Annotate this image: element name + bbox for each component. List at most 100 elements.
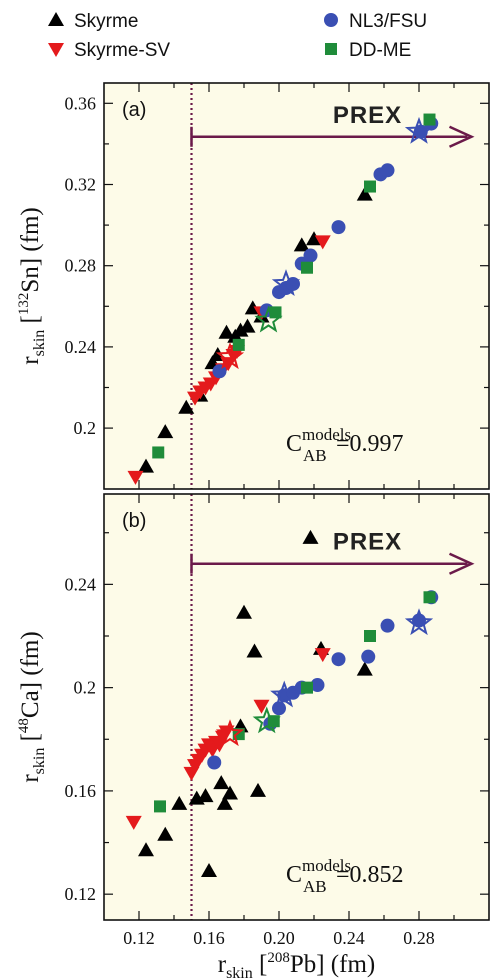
data-point [271, 269, 301, 297]
y-tick-label: 0.28 [65, 256, 97, 276]
data-point [293, 237, 310, 252]
data-point [171, 795, 188, 810]
data-point [157, 424, 174, 439]
corr-value: =0.997 [336, 431, 404, 457]
legend: Skyrme NL3/FSU Skyrme-SV DD-ME [48, 11, 427, 61]
data-point [213, 775, 230, 790]
legend-label: Skyrme-SV [74, 40, 170, 61]
panel-label: (a) [122, 99, 146, 121]
data-point [207, 755, 222, 770]
data-point [301, 261, 313, 274]
prex-label: PREX [333, 529, 402, 556]
panel-b: 0.12 0.16 0.20 0.24 0.28 0.12 0.16 0.2 0.24 PREX (… [16, 493, 490, 979]
series [270, 608, 434, 708]
axis-label-element: Ca [17, 690, 44, 718]
data-point [412, 613, 426, 628]
y-tick-label: 0.32 [65, 175, 97, 195]
axis-label-sub: skin [31, 748, 48, 775]
data-point [331, 220, 346, 235]
data-point [127, 470, 144, 485]
data-point [380, 163, 395, 178]
data-point [269, 306, 282, 319]
data-point [215, 342, 245, 370]
corr-symbol: C [286, 862, 302, 888]
data-point [216, 795, 233, 810]
data-point [364, 180, 376, 193]
legend-entry: Skyrme [48, 11, 138, 32]
y-tick-label: 0.2 [74, 678, 97, 698]
x-tick-label: 0.24 [333, 928, 365, 948]
triangle-up-marker-icon [48, 12, 64, 26]
prex-label: PREX [333, 102, 402, 129]
data-point [306, 231, 322, 246]
x-tick-label: 0.28 [403, 928, 435, 948]
data-point [236, 604, 252, 619]
series [271, 116, 434, 297]
x-axis-label: rskin [208Pb] (fm) [218, 950, 375, 979]
data-point [252, 706, 281, 734]
axis-label-sub: skin [226, 965, 253, 979]
prex-arrow-head-icon [448, 125, 475, 148]
axis-label-element: Pb [290, 951, 316, 978]
plot-area [104, 494, 489, 920]
data-point [157, 826, 174, 841]
axis-label-symbol: r [218, 951, 227, 978]
axis-label-unit: ] (fm) [316, 951, 375, 978]
data-point [270, 680, 299, 708]
legend-entry: Skyrme-SV [48, 40, 170, 61]
legend-label: Skyrme [74, 11, 138, 32]
axis-label-unit: ] (fm) [17, 631, 44, 690]
data-point [239, 318, 256, 333]
axis-label-symbol: r [17, 356, 44, 365]
y-axis-label: rskin [48Ca] (fm) [16, 631, 48, 782]
legend-label: DD-ME [349, 40, 411, 61]
data-point [423, 591, 436, 604]
y-tick-label: 0.24 [65, 574, 97, 594]
axis-label-isotope: 208 [267, 950, 290, 966]
x-tick-label: 0.20 [263, 928, 295, 948]
correlation-coefficient: Cmodels AB =0.852 [286, 856, 404, 896]
legend-entry: DD-ME [325, 40, 411, 61]
data-point [303, 248, 318, 263]
y-tick-label: 0.12 [65, 884, 97, 904]
corr-superscript: models [302, 856, 351, 875]
axis-label-element: Sn [17, 266, 44, 293]
data-point [178, 399, 195, 414]
data-point [138, 842, 154, 857]
correlation-coefficient: Cmodels AB =0.997 [286, 425, 404, 465]
axis-label-isotope: 48 [16, 718, 32, 733]
y-tick-label: 0.2 [74, 418, 97, 438]
data-point [201, 862, 217, 877]
data-point [254, 305, 283, 333]
series [152, 113, 436, 459]
data-point [404, 116, 434, 144]
series [254, 305, 283, 333]
data-point [218, 725, 235, 740]
corr-value: =0.852 [336, 862, 404, 888]
corr-subscript: AB [303, 877, 327, 896]
data-point [222, 785, 238, 800]
data-point [314, 235, 331, 250]
data-point [301, 681, 313, 694]
series [154, 591, 436, 813]
square-marker-icon [325, 43, 337, 55]
data-point [272, 701, 286, 716]
series [215, 719, 245, 747]
corr-superscript: models [302, 425, 351, 444]
plot-frame [103, 82, 490, 490]
data-point [197, 788, 214, 803]
data-point [218, 324, 235, 339]
data-point [423, 113, 436, 126]
legend-entry: NL3/FSU [324, 11, 427, 32]
axis-label-unit: ] (fm) [17, 207, 44, 266]
corr-symbol: C [286, 431, 302, 457]
data-point [302, 529, 319, 544]
data-point [356, 186, 373, 201]
data-point [125, 815, 142, 830]
data-point [404, 608, 434, 636]
data-point [364, 630, 376, 642]
axis-label-bracket: [ [17, 315, 44, 330]
axis-label-bracket: [ [17, 733, 44, 748]
data-point [152, 446, 165, 459]
